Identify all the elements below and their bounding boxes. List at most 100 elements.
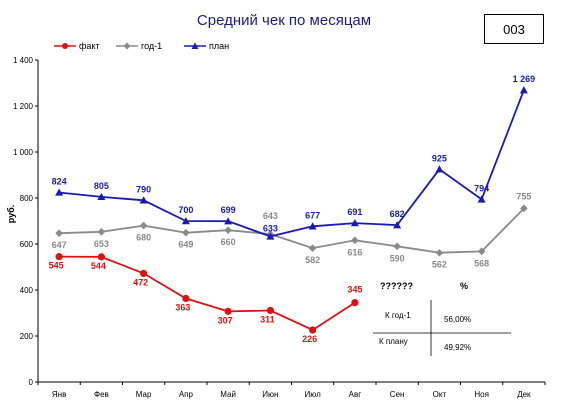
data-label: 653 — [94, 239, 109, 249]
y-tick-label: 600 — [20, 240, 34, 249]
data-point — [519, 86, 528, 94]
data-point — [182, 228, 190, 237]
data-label: 643 — [263, 211, 278, 221]
legend-marker-triangle — [191, 42, 199, 49]
data-label: 363 — [175, 303, 190, 313]
y-tick-label: 1 200 — [13, 102, 34, 111]
table-row-label: К год-1 — [385, 311, 411, 320]
table-row-value: 56,00% — [444, 315, 471, 324]
data-point — [55, 229, 63, 237]
x-tick-label: Сен — [390, 390, 405, 399]
data-point — [224, 307, 232, 315]
data-label: 1 269 — [513, 74, 536, 84]
series-line — [59, 89, 525, 238]
x-tick-label: Ноя — [474, 390, 489, 399]
data-point — [139, 196, 148, 204]
data-label: 682 — [390, 209, 405, 219]
y-tick-label: 200 — [20, 332, 34, 341]
data-point — [309, 326, 317, 334]
x-tick-label: Мар — [136, 390, 152, 399]
data-point — [224, 217, 233, 225]
data-label: 925 — [432, 153, 447, 163]
x-tick-label: Апр — [179, 390, 194, 399]
data-label: 472 — [133, 277, 148, 287]
legend-label-fakt: факт — [79, 41, 100, 51]
data-label: 680 — [136, 233, 151, 243]
x-tick-label: Янв — [52, 390, 66, 399]
data-point — [182, 294, 190, 303]
data-label: 755 — [516, 191, 531, 201]
data-point — [393, 221, 402, 229]
data-label: 647 — [52, 240, 67, 250]
y-tick-label: 800 — [20, 194, 34, 203]
y-tick-label: 400 — [20, 286, 34, 295]
x-ticks: Янв Фев Мар Апр Май Июн Июл Авг Сен Окт Ноя Дек — [37, 382, 546, 399]
data-label: 660 — [221, 237, 236, 247]
series-plan: 824 805 790 700 699 633 677 691 682 925 794 1 269 — [52, 74, 536, 240]
data-label: 544 — [91, 261, 106, 271]
x-tick-label: Июл — [305, 390, 322, 399]
data-point — [55, 188, 64, 196]
legend-item-god-1: год-1 — [116, 41, 162, 51]
data-point — [140, 269, 148, 278]
y-tick-label: 1 000 — [13, 148, 34, 157]
legend-marker-diamond — [123, 42, 131, 50]
data-point — [477, 195, 486, 203]
data-label: 649 — [178, 240, 193, 250]
data-label: 562 — [432, 260, 447, 270]
data-label: 633 — [263, 223, 278, 233]
data-point — [435, 165, 444, 173]
data-point — [520, 204, 528, 213]
data-point — [308, 222, 317, 230]
table-row-label: К плану — [379, 337, 408, 346]
data-label: 677 — [305, 210, 320, 220]
data-label: 805 — [94, 181, 109, 191]
data-label: 699 — [221, 205, 236, 215]
data-label: 568 — [474, 258, 489, 268]
legend-item-plan: план — [184, 41, 229, 51]
data-point — [308, 244, 317, 252]
y-tick-label: 0 — [29, 378, 34, 387]
data-label: 590 — [390, 253, 405, 263]
x-tick-label: Май — [220, 390, 236, 399]
report-code: 003 — [503, 21, 525, 37]
data-label: 311 — [260, 314, 275, 324]
data-point — [351, 299, 359, 307]
data-point — [181, 217, 190, 225]
data-label: 545 — [49, 261, 64, 271]
legend-marker-circle — [62, 43, 68, 49]
y-tick-label: 1 400 — [13, 56, 34, 65]
data-label: 307 — [218, 315, 233, 325]
legend: факт год-1 план — [54, 41, 229, 51]
data-point — [55, 253, 63, 261]
y-ticks: 0 200 400 600 800 1 000 1 200 1 400 — [13, 56, 38, 387]
data-point — [477, 247, 486, 256]
data-label: 345 — [347, 285, 362, 295]
x-tick-label: Окт — [433, 390, 447, 399]
legend-label-god-1: год-1 — [141, 41, 162, 51]
series-god-1: 647 653 680 649 660 643 582 616 590 562 568 755 — [52, 191, 532, 269]
data-point — [97, 192, 106, 201]
data-point — [435, 248, 444, 257]
y-axis-label: руб. — [6, 205, 16, 223]
x-tick-label: Фев — [94, 390, 109, 399]
chart-title: Средний чек по месяцам — [197, 12, 371, 29]
legend-item-fakt: факт — [54, 41, 100, 51]
data-label: 700 — [178, 205, 193, 215]
series-line — [59, 207, 525, 254]
data-point — [350, 219, 359, 227]
data-label: 790 — [136, 184, 151, 194]
table-header-percent: % — [460, 281, 468, 291]
series-line — [59, 255, 356, 332]
data-point — [97, 228, 106, 236]
data-label: 691 — [347, 207, 362, 217]
series-fakt: 545 544 472 363 307 311 226 345 — [49, 253, 362, 344]
data-point — [393, 242, 401, 251]
data-label: 794 — [474, 183, 489, 193]
data-point — [266, 306, 274, 315]
data-label: 226 — [302, 334, 317, 344]
x-tick-label: Июн — [262, 390, 278, 399]
data-point — [139, 221, 148, 230]
data-point — [97, 253, 105, 261]
